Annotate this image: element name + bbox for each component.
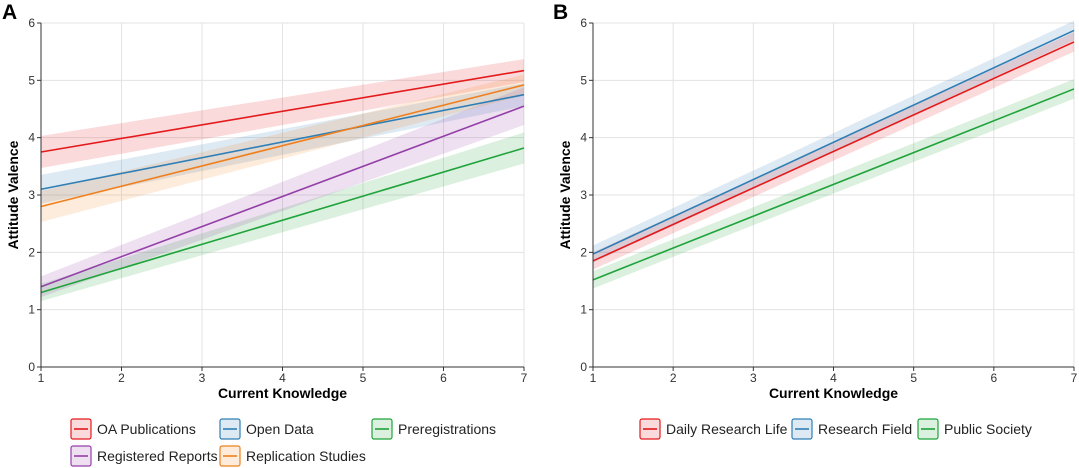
panel-a-legend-item-open-data: Open Data — [219, 418, 314, 440]
panel-a-legend-label-preregistrations: Preregistrations — [398, 421, 496, 437]
panel-b-x-axis-title: Current Knowledge — [769, 385, 898, 401]
panel-b-legend-item-daily-research-life: Daily Research Life — [639, 418, 788, 440]
panel-a-x-tick-label-2: 2 — [118, 371, 125, 385]
panel-b-legend-item-public-society: Public Society — [917, 418, 1032, 440]
panel-a-legend-label-registered-reports: Registered Reports — [97, 448, 218, 464]
panel-b-legend-label-public-society: Public Society — [944, 421, 1032, 437]
panel-a-x-axis-title: Current Knowledge — [218, 385, 347, 401]
panel-a-x-tick-label-7: 7 — [521, 371, 528, 385]
panel-a-y-tick-label-0: 0 — [28, 360, 35, 374]
panel-a-band-registered-reports — [41, 87, 524, 298]
panel-a-line-preregistrations — [40, 147, 525, 294]
panel-a-band-open-data — [41, 83, 524, 204]
panel-a-legend-label-open-data: Open Data — [246, 421, 314, 437]
panel-a-legend-label-oa-publications: OA Publications — [97, 421, 196, 437]
panel-a-y-tick-label-4: 4 — [28, 131, 35, 145]
panel-a-x-tick-label-4: 4 — [279, 371, 286, 385]
panel-a-legend-label-replication-studies: Replication Studies — [246, 448, 366, 464]
panel-a-line-oa-publications — [40, 69, 525, 153]
panel-b-line-public-society — [592, 88, 1075, 281]
panel-a-x-tick-label-5: 5 — [360, 371, 367, 385]
panel-b-y-tick-label-3: 3 — [580, 188, 587, 202]
panel-a-line-registered-reports — [40, 105, 525, 288]
panel-b-legend-label-daily-research-life: Daily Research Life — [666, 421, 788, 437]
panel-a-label: A — [2, 1, 17, 24]
panel-b-x-tick-label-3: 3 — [750, 371, 757, 385]
panel-a-x-tick-label-1: 1 — [38, 371, 45, 385]
panel-b-y-tick-label-0: 0 — [580, 360, 587, 374]
panel-a-y-tick-label-5: 5 — [28, 73, 35, 87]
panel-b-line-daily-research-life — [592, 41, 1075, 262]
panel-b-y-tick-label-5: 5 — [580, 73, 587, 87]
panel-a-line-open-data — [40, 93, 525, 191]
panel-b-y-tick-label-6: 6 — [580, 16, 587, 30]
panel-b-label: B — [553, 1, 568, 24]
panel-a-x-tick-label-3: 3 — [199, 371, 206, 385]
panel-a-line-replication-studies — [40, 84, 525, 208]
panel-a-y-axis-title: Attitude Valence — [5, 140, 21, 249]
panel-b-x-tick-label-1: 1 — [590, 371, 597, 385]
panel-a-legend-item-oa-publications: OA Publications — [70, 418, 196, 440]
panel-a-legend-item-registered-reports: Registered Reports — [70, 445, 218, 467]
panel-b-legend-label-research-field: Research Field — [818, 421, 912, 437]
panel-a-y-tick-label-2: 2 — [28, 245, 35, 259]
panel-a-y-tick-label-3: 3 — [28, 188, 35, 202]
panel-b-x-tick-label-4: 4 — [830, 371, 837, 385]
panel-b-y-tick-label-2: 2 — [580, 245, 587, 259]
panel-b-x-tick-label-2: 2 — [670, 371, 677, 385]
panel-a-legend-item-preregistrations: Preregistrations — [371, 418, 496, 440]
panel-a-band-preregistrations — [41, 132, 524, 302]
panel-b-line-research-field — [592, 29, 1075, 255]
panel-b-y-tick-label-1: 1 — [580, 303, 587, 317]
panel-b-x-tick-label-5: 5 — [910, 371, 917, 385]
panel-a-y-tick-label-1: 1 — [28, 303, 35, 317]
panel-b-x-tick-label-6: 6 — [990, 371, 997, 385]
panel-b-y-axis-title: Attitude Valence — [557, 140, 573, 249]
panel-a-band-oa-publications — [41, 59, 524, 169]
panel-a-band-replication-studies — [41, 74, 524, 222]
panel-a-x-tick-label-6: 6 — [440, 371, 447, 385]
panel-b-legend-item-research-field: Research Field — [791, 418, 912, 440]
panel-a-y-tick-label-6: 6 — [28, 16, 35, 30]
panel-b-y-tick-label-4: 4 — [580, 131, 587, 145]
panel-a-legend-item-replication-studies: Replication Studies — [219, 445, 366, 467]
panel-b-x-tick-label-7: 7 — [1071, 371, 1078, 385]
